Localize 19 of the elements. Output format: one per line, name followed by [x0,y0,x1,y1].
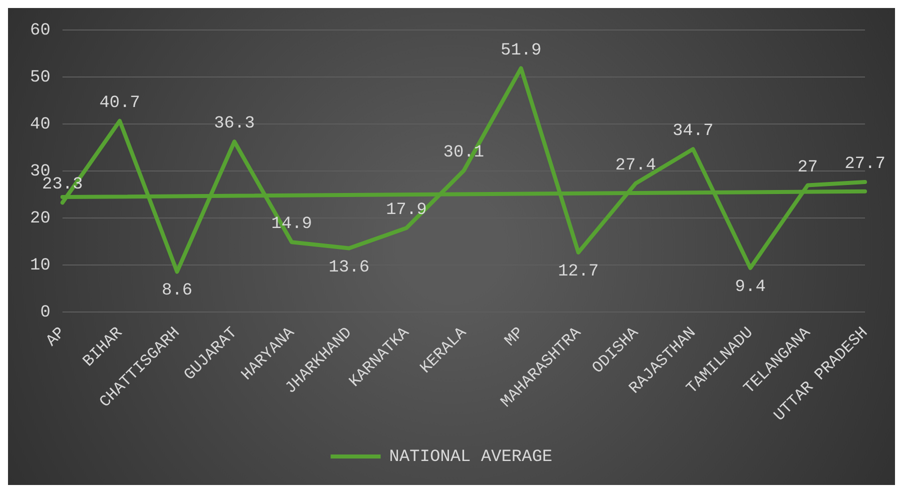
y-tick-label: 60 [30,22,50,41]
data-label: 51.9 [500,41,542,60]
y-tick-label: 0 [40,304,50,323]
y-tick-label: 10 [30,256,50,276]
data-label: 27 [797,158,818,178]
legend-label: NATIONAL AVERAGE [389,448,552,467]
data-label: 36.3 [214,114,255,134]
x-tick-label: AP [42,324,69,350]
data-label: 27.4 [615,156,656,176]
data-label: 40.7 [99,94,140,113]
y-tick-label: 20 [30,210,50,229]
y-tick-label: 40 [30,116,50,135]
y-tick-label: 50 [30,68,50,88]
data-label: 9.4 [735,278,766,297]
data-label: 12.7 [558,262,599,282]
data-label: 8.6 [162,282,192,301]
data-label: 34.7 [672,122,714,142]
data-label: 13.6 [328,258,370,278]
data-label: 27.7 [844,154,886,174]
